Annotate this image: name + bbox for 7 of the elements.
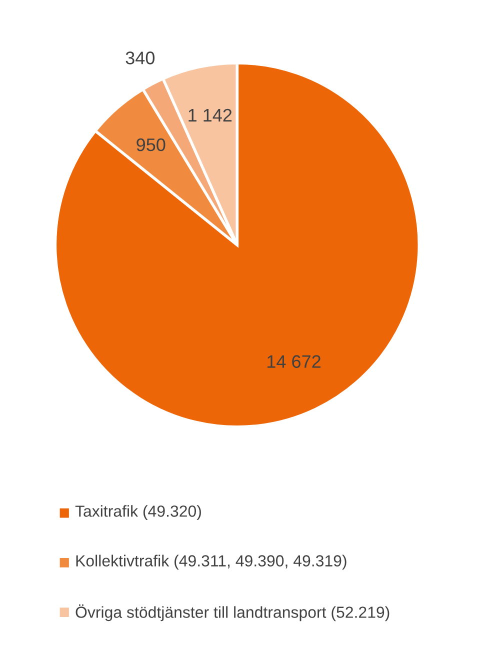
data-label: 14 672 xyxy=(268,355,320,368)
legend-label: Kollektivtrafik (49.311, 49.390, 49.319) xyxy=(76,554,346,570)
legend-label: Taxitrafik (49.320) xyxy=(75,505,201,520)
data-label: 340 xyxy=(126,52,155,64)
data-label: 1 142 xyxy=(188,108,232,122)
legend-label: Övriga stödtjänster till landtransport (52.219) xyxy=(76,604,390,622)
data-label: 950 xyxy=(136,138,166,152)
